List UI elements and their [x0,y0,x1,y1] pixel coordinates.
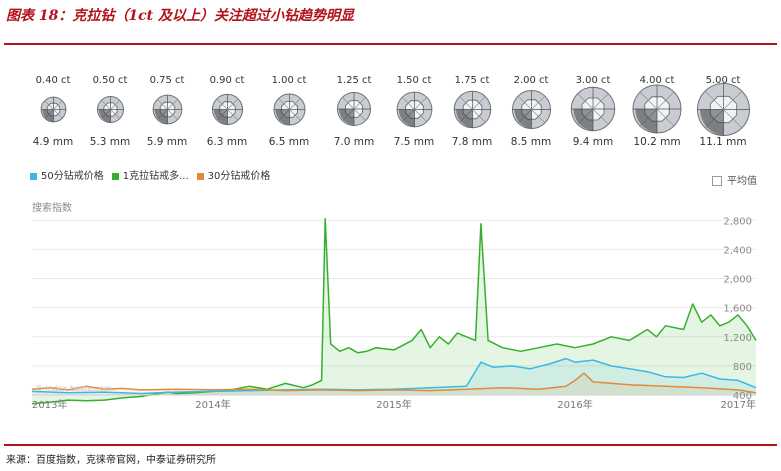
diamond-item: 4.00 ct 10.2 mm [622,74,692,148]
legend-swatch [30,172,37,180]
y-tick-label: 800 [733,362,752,373]
top-rule [4,43,777,45]
figure-title: 图表 18：克拉钻（1ct 及以上）关注超过小钻趋势明显 [6,8,354,24]
diamond-carat-label: 4.00 ct [639,75,675,86]
diamond-icon [152,94,182,124]
legend-label: 50分钻戒价格 [41,171,104,182]
diamond-icon [40,96,66,122]
diamond-mm-label: 7.0 mm [333,136,375,148]
diamond-carat-label: 0.75 ct [149,75,185,86]
y-axis-label: 搜索指数 [32,201,72,214]
diamond-item: 5.00 ct 11.1 mm [688,74,758,148]
series-line [31,372,757,394]
diamond-icon [396,91,432,127]
diamond-item: 0.75 ct 5.9 mm [132,74,202,148]
average-checkbox[interactable] [711,176,722,186]
diamond-mm-label: 6.3 mm [206,136,248,148]
diamond-item: 1.50 ct 7.5 mm [379,74,449,148]
diamond-icon [273,93,305,125]
diamond-mm-label: 8.5 mm [510,136,552,148]
diamond-carat-label: 5.00 ct [705,75,741,86]
diamond-carat-label: 3.00 ct [575,75,611,86]
series-area [32,373,756,395]
legend-label: 30分钻戒价格 [207,171,271,182]
diamond-carat-label: 0.50 ct [92,75,128,86]
y-tick-label: 400 [733,391,752,402]
diamond-carat-label: 1.50 ct [396,75,432,86]
plot-area [32,201,756,395]
diamond-mm-label: 7.5 mm [393,136,435,148]
x-tick-label: 2015年 [376,398,411,411]
diamond-mm-label: 5.3 mm [89,136,131,148]
diamond-carat-label: 1.00 ct [271,75,307,86]
diamond-item: 0.50 ct 5.3 mm [75,74,145,148]
diamond-item: 1.75 ct 7.8 mm [437,74,507,148]
legend-swatch [111,172,119,180]
average-toggle[interactable]: 平均值 [711,172,757,187]
legend-item[interactable]: 1克拉钻戒多... [111,167,189,182]
diamond-item: 3.00 ct 9.4 mm [558,74,628,148]
series-line [31,218,757,405]
diamond-mm-label: 5.9 mm [146,136,188,148]
search-index-chart: 搜索指数 400 800 1,200 1,600 2,000 2,400 2,800 2013年… [31,201,757,411]
diamond-carat-label: 0.90 ct [209,75,245,86]
chart-legend: 50分钻戒价格 1克拉钻戒多... 30分钻戒价格 [30,167,278,182]
legend-item[interactable]: 50分钻戒价格 [30,167,104,182]
watermark: © index.baidu.com [35,384,112,393]
source-note: 来源：百度指数，克徕帝官网，中泰证券研究所 [6,455,216,466]
diamond-carat-label: 0.40 ct [35,75,71,86]
diamond-icon [696,82,750,136]
series-area [32,218,756,404]
y-tick-label: 2,800 [723,216,752,227]
series-area [32,358,756,395]
diamond-mm-label: 4.9 mm [32,136,74,148]
diamond-item: 0.90 ct 6.3 mm [192,74,262,148]
y-tick-label: 1,200 [723,333,752,344]
legend-swatch [196,172,204,180]
y-tick-label: 2,400 [723,245,752,256]
diamond-mm-label: 6.5 mm [268,136,310,148]
diamond-carat-label: 2.00 ct [513,75,549,86]
diamond-item: 1.25 ct 7.0 mm [319,74,389,148]
diamond-mm-label: 11.1 mm [699,136,747,148]
x-tick-label: 2016年 [557,398,592,411]
bottom-rule [4,444,777,446]
diamond-item: 2.00 ct 8.5 mm [496,74,566,148]
diamond-icon [211,93,243,125]
legend-label: 1克拉钻戒多... [122,171,189,182]
x-tick-label: 2013年 [32,398,67,411]
diamond-icon [632,84,682,134]
diamond-icon [96,95,124,123]
diamond-mm-label: 7.8 mm [451,136,493,148]
y-tick-label: 1,600 [723,304,752,315]
diamond-icon [453,90,491,128]
diamond-mm-label: 10.2 mm [633,136,681,148]
x-tick-label: 2014年 [195,398,230,411]
diamond-icon [336,91,372,127]
diamond-carat-label: 1.75 ct [454,75,490,86]
diamond-item: 0.40 ct 4.9 mm [18,74,88,148]
average-label: 平均值 [727,176,757,187]
series-line [31,357,757,395]
diamond-size-row: 0.40 ct 4.9 mm 0.50 ct 5.3 mm 0.75 ct 5.9 mm 0… [0,74,781,154]
legend-item[interactable]: 30分钻戒价格 [196,167,271,182]
y-tick-label: 2,000 [723,275,752,286]
diamond-item: 1.00 ct 6.5 mm [254,74,324,148]
diamond-icon [570,86,616,132]
x-tick-label: 2017年 [721,398,756,411]
diamond-carat-label: 1.25 ct [336,75,372,86]
diamond-mm-label: 9.4 mm [572,136,614,148]
diamond-icon [511,89,551,129]
